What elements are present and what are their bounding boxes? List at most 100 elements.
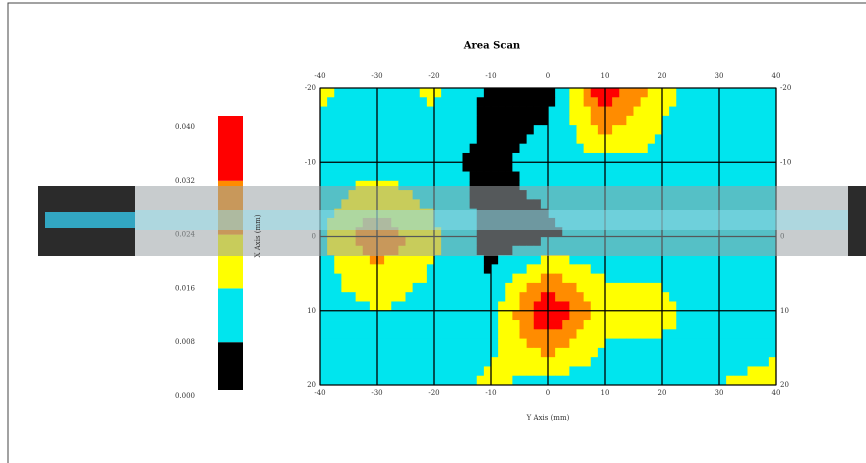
contour-cell — [662, 134, 670, 145]
contour-cell — [334, 152, 342, 163]
contour-cell — [754, 255, 763, 265]
contour-cell — [605, 152, 613, 163]
contour-cell — [569, 366, 577, 377]
contour-cell — [726, 152, 734, 163]
contour-cell — [555, 347, 563, 358]
contour-cell — [320, 292, 328, 302]
colorbar-band — [218, 116, 243, 181]
contour-cell — [377, 273, 385, 284]
contour-cell — [754, 273, 763, 284]
contour-cell — [419, 338, 428, 349]
contour-cell — [405, 320, 414, 330]
contour-cell — [327, 115, 335, 126]
contour-cell — [498, 338, 506, 349]
contour-cell — [512, 134, 520, 145]
contour-cell — [555, 282, 563, 293]
contour-cell — [362, 106, 371, 117]
contour-cell — [519, 310, 528, 321]
contour-cell — [348, 255, 357, 265]
contour-cell — [683, 320, 691, 330]
contour-cell — [605, 320, 613, 330]
contour-cell — [526, 255, 535, 265]
contour-cell — [640, 338, 649, 349]
contour-cell — [540, 264, 549, 275]
contour-cell — [704, 143, 713, 154]
contour-cell — [647, 152, 656, 163]
contour-cell — [726, 320, 734, 330]
contour-cell — [377, 152, 385, 163]
contour-cell — [334, 125, 342, 135]
contour-cell — [455, 338, 463, 349]
contour-cell — [733, 301, 741, 312]
contour-cell — [341, 338, 349, 349]
contour-cell — [747, 357, 756, 367]
contour-cell — [320, 162, 328, 172]
contour-cell — [469, 320, 478, 330]
contour-cell — [505, 301, 513, 312]
contour-cell — [334, 106, 342, 117]
x-tick-label: -20 — [428, 389, 439, 397]
contour-cell — [398, 115, 406, 126]
contour-cell — [711, 357, 720, 367]
contour-cell — [498, 180, 506, 191]
contour-cell — [569, 329, 577, 339]
contour-cell — [619, 88, 627, 98]
contour-cell — [619, 366, 627, 377]
contour-cell — [341, 97, 349, 107]
contour-cell — [733, 357, 741, 367]
contour-cell — [583, 301, 592, 312]
contour-cell — [419, 310, 428, 321]
contour-cell — [512, 264, 520, 275]
contour-cell — [697, 115, 706, 126]
contour-cell — [341, 143, 349, 154]
contour-cell — [683, 375, 691, 386]
contour-cell — [455, 180, 463, 191]
contour-cell — [476, 143, 485, 154]
contour-cell — [555, 162, 563, 172]
contour-cell — [669, 310, 677, 321]
contour-cell — [548, 125, 556, 135]
contour-cell — [754, 125, 763, 135]
contour-cell — [740, 282, 748, 293]
contour-cell — [697, 88, 706, 98]
contour-cell — [419, 292, 428, 302]
x-tick-label: 20 — [658, 72, 667, 80]
contour-cell — [633, 366, 642, 377]
contour-cell — [405, 273, 414, 284]
contour-cell — [362, 375, 371, 386]
contour-cell — [320, 273, 328, 284]
contour-cell — [355, 171, 364, 182]
contour-cell — [369, 106, 378, 117]
contour-cell — [355, 125, 364, 135]
contour-cell — [512, 329, 520, 339]
x-tick-label: 20 — [658, 389, 667, 397]
contour-cell — [434, 134, 442, 145]
contour-cell — [505, 152, 513, 163]
contour-cell — [391, 97, 399, 107]
contour-cell — [377, 255, 385, 265]
contour-cell — [476, 375, 485, 386]
contour-cell — [669, 366, 677, 377]
contour-cell — [540, 329, 549, 339]
contour-cell — [491, 320, 499, 330]
contour-cell — [612, 97, 620, 107]
contour-cell — [327, 320, 335, 330]
x-tick-label: 30 — [715, 72, 724, 80]
contour-cell — [441, 292, 449, 302]
contour-cell — [576, 171, 585, 182]
contour-cell — [512, 143, 520, 154]
contour-cell — [519, 366, 528, 377]
contour-cell — [676, 292, 684, 302]
contour-cell — [505, 134, 513, 145]
contour-cell — [426, 310, 435, 321]
contour-cell — [690, 357, 699, 367]
contour-cell — [747, 152, 756, 163]
contour-cell — [676, 375, 684, 386]
contour-cell — [320, 357, 328, 367]
contour-cell — [384, 134, 392, 145]
contour-cell — [704, 115, 713, 126]
contour-cell — [348, 329, 357, 339]
contour-cell — [519, 329, 528, 339]
contour-cell — [654, 282, 663, 293]
contour-cell — [633, 134, 642, 145]
